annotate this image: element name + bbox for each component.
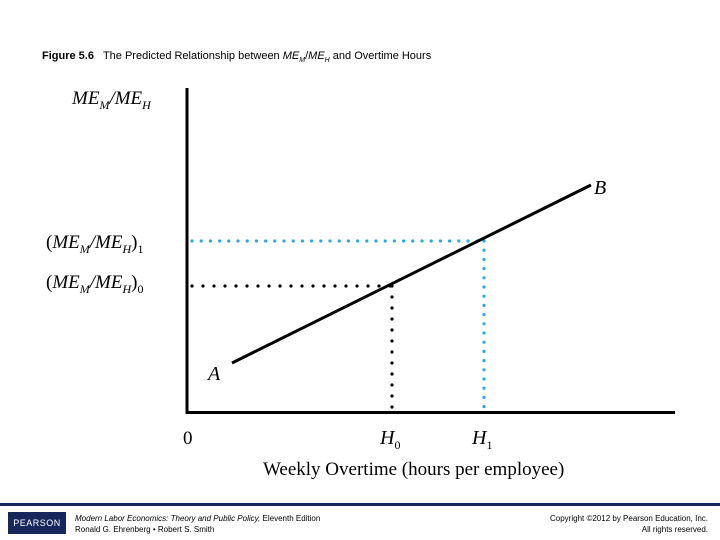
rights-text: All rights reserved. bbox=[641, 525, 708, 534]
figure-number: Figure 5.6 bbox=[42, 50, 94, 62]
footer-copyright: Copyright ©2012 by Pearson Education, In… bbox=[550, 513, 708, 535]
footer-citation: Modern Labor Economics: Theory and Publi… bbox=[75, 513, 320, 535]
x-axis-label: Weekly Overtime (hours per employee) bbox=[263, 459, 564, 480]
x-tick-label-h0: H0 bbox=[379, 427, 400, 452]
figure-title-text: The Predicted Relationship between bbox=[102, 50, 280, 62]
figure-title-tail: and Overtime Hours bbox=[332, 50, 432, 62]
copyright-text: Copyright ©2012 by Pearson Education, In… bbox=[550, 514, 708, 523]
line-ab bbox=[231, 183, 592, 365]
title-var-2: MEH bbox=[308, 50, 330, 65]
title-var-1: MEM bbox=[282, 50, 306, 65]
footer-rule bbox=[0, 503, 720, 506]
point-b-label: B bbox=[594, 177, 606, 199]
book-title: Modern Labor Economics: Theory and Publi… bbox=[75, 514, 261, 523]
y-tick-label-0: (MEM/MEH)0 bbox=[46, 272, 143, 296]
diagram: MEM/MEH A B (MEM/MEH)1 (MEM/MEH)0 0 H0 H… bbox=[46, 88, 675, 480]
book-authors: Ronald G. Ehrenberg • Robert S. Smith bbox=[75, 525, 215, 534]
y-tick-label-1: (MEM/MEH)1 bbox=[46, 232, 143, 256]
book-edition: Eleventh Edition bbox=[262, 514, 321, 523]
pearson-logo: PEARSON bbox=[8, 512, 66, 534]
point-a-label: A bbox=[206, 363, 221, 385]
figure-title: Figure 5.6 The Predicted Relationship be… bbox=[42, 50, 432, 65]
origin-label: 0 bbox=[183, 428, 193, 449]
y-axis-label: MEM/MEH bbox=[71, 88, 152, 112]
x-tick-label-h1: H1 bbox=[471, 427, 492, 452]
